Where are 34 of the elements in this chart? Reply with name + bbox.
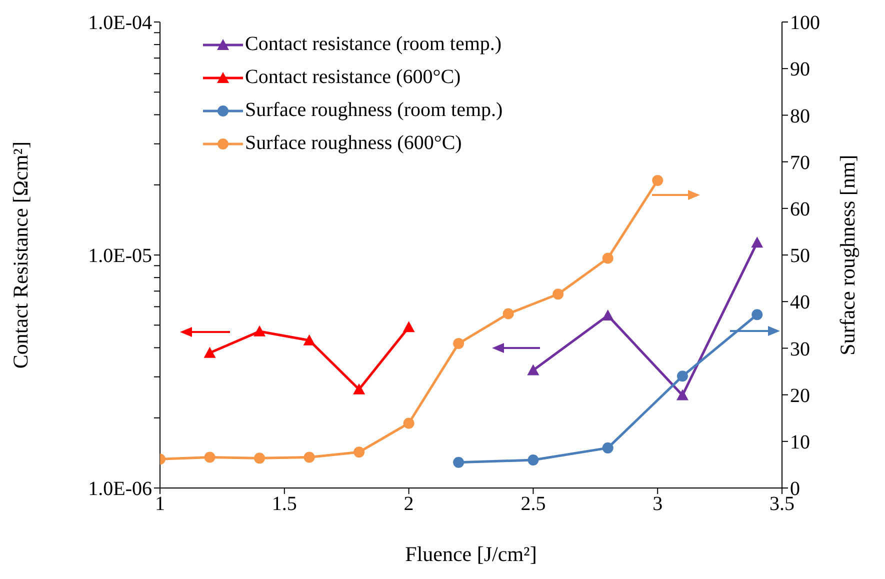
point — [204, 346, 216, 358]
y2-tick-label: 40 — [790, 292, 810, 314]
point — [353, 383, 366, 394]
x-tick-label: 2 — [404, 493, 414, 516]
y2-tick-label: 20 — [790, 384, 810, 407]
point — [303, 334, 316, 346]
legend-label: Surface roughness (room temp.) — [245, 98, 503, 123]
point — [676, 389, 688, 400]
point — [751, 236, 764, 248]
x-axis-title: Fluence [J/cm²] — [405, 542, 537, 566]
x-tick-label: 2.5 — [520, 493, 546, 516]
point — [402, 321, 415, 332]
x-tick-label: 3 — [652, 493, 663, 516]
legend-label: Contact resistance (room temp.) — [245, 32, 502, 57]
point — [602, 309, 614, 320]
y2-tick-label: 100 — [790, 12, 820, 34]
y-tick-label: 1.0E-05 — [88, 245, 152, 268]
y2-tick-label: 50 — [790, 245, 810, 268]
legend-label: Contact resistance (600°C) — [245, 65, 461, 90]
point — [527, 364, 540, 376]
x-tick-label: 1.5 — [272, 493, 297, 516]
y2-tick-label: 90 — [790, 58, 810, 81]
y2-axis-title: Surface roughness [nm] — [835, 154, 860, 356]
y2-tick-label: 80 — [790, 105, 810, 128]
y2-tick-label: 70 — [790, 152, 810, 174]
y-tick-label: 1.0E-04 — [88, 12, 152, 34]
y2-tick-label: 10 — [790, 432, 810, 454]
point — [254, 325, 266, 336]
x-tick-label: 1 — [155, 493, 165, 516]
y-axis-title: Contact Resistance [Ωcm²] — [8, 141, 32, 369]
y2-tick-label: 60 — [790, 198, 810, 220]
y-tick-label: 1.0E-06 — [88, 478, 152, 500]
legend-label: Surface roughness (600°C) — [245, 131, 462, 156]
y2-tick-label: 30 — [790, 338, 810, 360]
